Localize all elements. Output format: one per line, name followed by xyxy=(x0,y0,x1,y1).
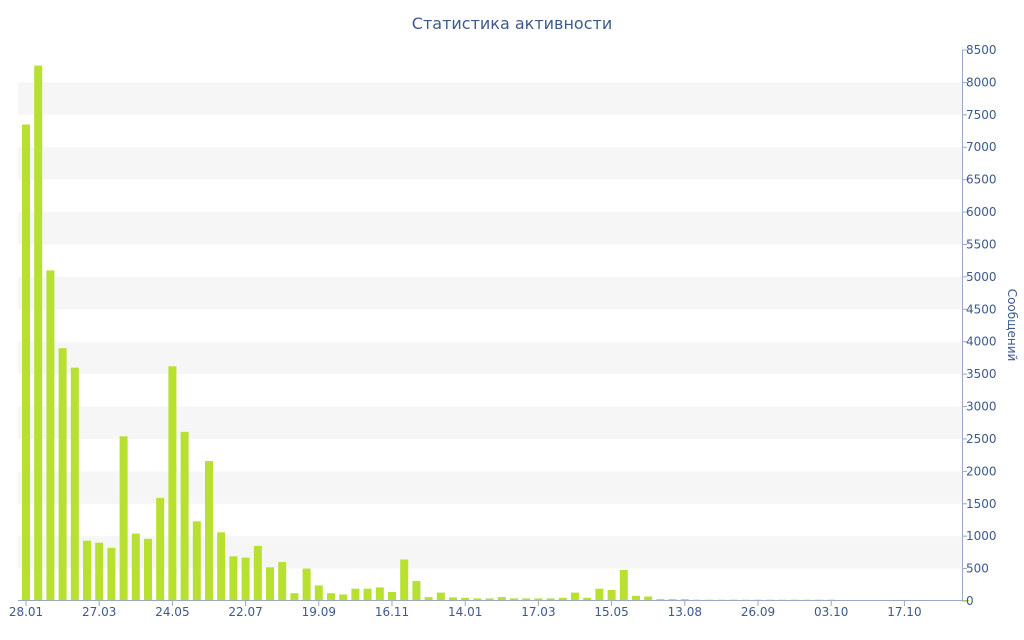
bar[interactable] xyxy=(583,597,592,601)
bar[interactable] xyxy=(436,592,445,601)
bar[interactable] xyxy=(217,532,226,601)
bar[interactable] xyxy=(497,597,506,601)
x-tick-label: 28.01 xyxy=(9,605,43,619)
bar[interactable] xyxy=(156,497,165,601)
x-axis-ticks: 28.01 27.03 24.05 22.07 19.09 16.11 14.01 17.03… xyxy=(9,601,922,619)
chart-title: Статистика активности xyxy=(411,14,613,33)
bar[interactable] xyxy=(253,545,262,601)
bar[interactable] xyxy=(571,592,579,601)
x-tick-label: 26.09 xyxy=(741,605,775,619)
x-tick-label: 17.10 xyxy=(887,605,921,619)
x-tick-label: 16.11 xyxy=(375,605,409,619)
x-tick-label: 03.10 xyxy=(814,605,848,619)
bar[interactable] xyxy=(302,568,311,601)
x-tick-label: 13.08 xyxy=(668,605,702,619)
bar[interactable] xyxy=(485,598,494,601)
bar[interactable] xyxy=(339,594,348,602)
x-tick-label: 15.05 xyxy=(594,605,628,619)
y-tick-label: 5500 xyxy=(966,237,997,251)
bar[interactable] xyxy=(266,567,274,601)
grid-band xyxy=(18,147,962,180)
y-tick-label: 2000 xyxy=(966,464,997,478)
bar[interactable] xyxy=(412,580,421,601)
bar[interactable] xyxy=(546,598,555,601)
y-tick-label: 4500 xyxy=(966,302,997,316)
bars xyxy=(22,65,970,602)
y-tick-label: 8500 xyxy=(966,43,997,57)
x-tick-label: 17.03 xyxy=(521,605,555,619)
bar[interactable] xyxy=(192,521,201,601)
bar[interactable] xyxy=(70,367,79,601)
y-tick-label: 7500 xyxy=(966,108,997,122)
y-tick-label: 500 xyxy=(966,562,989,576)
bar[interactable] xyxy=(388,591,396,601)
y-tick-label: 6500 xyxy=(966,173,997,187)
grid-bands xyxy=(18,82,962,569)
y-tick-label: 7000 xyxy=(966,140,997,154)
x-tick-label: 27.03 xyxy=(82,605,116,619)
bar[interactable] xyxy=(34,65,43,602)
y-tick-label: 5000 xyxy=(966,270,997,284)
y-tick-label: 8000 xyxy=(966,75,997,89)
bar[interactable] xyxy=(558,597,567,601)
grid-band xyxy=(18,406,962,439)
bar[interactable] xyxy=(375,587,384,601)
grid-band xyxy=(18,341,962,375)
bar[interactable] xyxy=(363,588,372,601)
bar[interactable] xyxy=(131,533,140,601)
bar[interactable] xyxy=(461,597,470,601)
bar[interactable] xyxy=(327,593,335,601)
bar[interactable] xyxy=(229,556,238,601)
bar[interactable] xyxy=(205,461,213,601)
y-tick-label: 4000 xyxy=(966,335,997,349)
bar[interactable] xyxy=(22,124,30,602)
x-tick-label: 14.01 xyxy=(448,605,482,619)
bar[interactable] xyxy=(241,557,250,601)
bar[interactable] xyxy=(314,585,323,601)
bar[interactable] xyxy=(107,547,116,601)
bar[interactable] xyxy=(607,590,616,601)
bar[interactable] xyxy=(449,597,457,601)
x-tick-label: 24.05 xyxy=(155,605,189,619)
bar[interactable] xyxy=(83,540,91,601)
bar[interactable] xyxy=(290,593,299,601)
x-tick-label: 22.07 xyxy=(228,605,262,619)
grid-band xyxy=(18,212,962,245)
bar[interactable] xyxy=(144,538,152,601)
bar[interactable] xyxy=(46,270,55,601)
y-tick-label: 2500 xyxy=(966,432,997,446)
y-axis-ticks: 0 500 1000 1500 2000 2500 3000 3500 4000 4500 5000… xyxy=(962,43,997,608)
grid-band xyxy=(18,276,962,310)
bar[interactable] xyxy=(278,562,287,601)
bar[interactable] xyxy=(424,597,433,601)
bar[interactable] xyxy=(58,348,67,601)
bar[interactable] xyxy=(400,559,409,602)
bar[interactable] xyxy=(168,366,177,601)
y-tick-label: 0 xyxy=(966,594,974,608)
x-tick-label: 19.09 xyxy=(302,605,336,619)
y-tick-label: 1500 xyxy=(966,497,997,511)
bar[interactable] xyxy=(595,588,604,601)
bar[interactable] xyxy=(534,598,543,601)
bar[interactable] xyxy=(522,598,531,601)
bar[interactable] xyxy=(510,598,518,601)
y-axis-label: Сообщений xyxy=(1005,289,1019,362)
y-tick-label: 1000 xyxy=(966,529,997,543)
y-tick-label: 6000 xyxy=(966,205,997,219)
bar[interactable] xyxy=(95,542,104,601)
bar[interactable] xyxy=(351,588,360,601)
bar[interactable] xyxy=(632,595,640,601)
bar[interactable] xyxy=(619,569,628,601)
bar[interactable] xyxy=(119,436,128,601)
y-tick-label: 3500 xyxy=(966,367,997,381)
bar[interactable] xyxy=(473,598,482,601)
bar[interactable] xyxy=(180,431,189,601)
grid-band xyxy=(18,82,962,115)
bar[interactable] xyxy=(644,596,653,602)
y-tick-label: 3000 xyxy=(966,400,997,414)
